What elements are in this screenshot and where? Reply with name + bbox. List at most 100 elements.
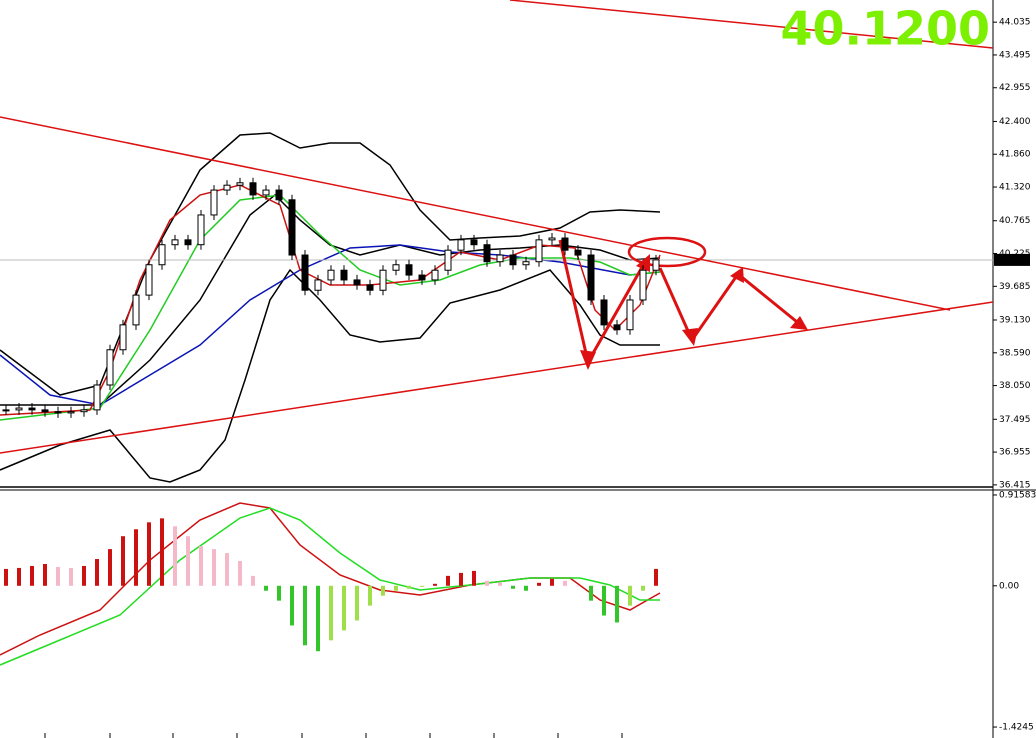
y-tick-label: 37.495 — [999, 415, 1031, 425]
y-tick-label: -1.4245 — [999, 723, 1034, 733]
y-tick-label: 41.860 — [999, 150, 1031, 160]
histogram-bar — [407, 585, 411, 589]
signal-line — [0, 507, 660, 666]
histogram-bar — [459, 572, 463, 586]
histogram-bar — [342, 585, 346, 631]
bollinger-middle — [0, 193, 661, 406]
trendline — [0, 301, 994, 454]
candle — [184, 239, 192, 246]
candle — [574, 249, 582, 256]
candle — [600, 299, 608, 326]
candle — [509, 254, 517, 266]
candle — [587, 254, 595, 301]
histogram-bar — [160, 518, 164, 586]
candle — [145, 264, 153, 296]
candle — [483, 244, 491, 263]
histogram-bar — [433, 583, 437, 586]
candle — [327, 269, 335, 281]
price-label: 40.120 — [997, 255, 1029, 265]
histogram-bar — [602, 585, 606, 616]
candle — [223, 184, 231, 191]
arrowhead — [790, 316, 808, 330]
candle — [288, 199, 296, 256]
histogram-bar — [550, 578, 554, 586]
histogram-bar — [576, 585, 580, 587]
candle — [67, 411, 75, 414]
histogram-bar — [511, 585, 515, 589]
y-tick-label: 40.765 — [999, 216, 1031, 226]
histogram-bar — [186, 536, 190, 586]
candle — [119, 324, 127, 351]
y-tick-label: 38.050 — [999, 381, 1031, 391]
candle — [93, 384, 101, 411]
histogram-bar — [173, 526, 177, 586]
candle — [275, 189, 283, 201]
y-tick-label: 41.320 — [999, 183, 1031, 193]
histogram-bar — [43, 563, 47, 586]
histogram-bar — [199, 546, 203, 586]
histogram-bar — [303, 585, 307, 646]
histogram-bar — [329, 585, 333, 641]
y-tick-label: 44.035 — [999, 18, 1031, 28]
histogram-bar — [394, 585, 398, 591]
arrowhead — [730, 267, 744, 283]
candle — [2, 409, 10, 412]
histogram-bar — [238, 560, 242, 586]
candle — [236, 182, 244, 186]
histogram-bar — [277, 585, 281, 601]
candle — [626, 299, 634, 331]
candle — [132, 294, 140, 326]
histogram-bar — [251, 575, 255, 586]
trendline — [509, 0, 994, 49]
macd-line — [0, 502, 661, 656]
price-annotation: 40.1200 — [780, 2, 990, 56]
candle — [535, 239, 543, 263]
candle — [392, 264, 400, 271]
histogram-bar — [316, 585, 320, 652]
candle — [171, 239, 179, 246]
candle — [301, 254, 309, 291]
histogram-bar — [95, 559, 99, 586]
x-axis-ticks — [44, 733, 623, 738]
histogram-bar — [355, 585, 359, 621]
candle — [496, 254, 504, 263]
histogram-bar — [225, 553, 229, 586]
candle — [418, 274, 426, 281]
histogram-bar — [563, 580, 567, 586]
candle — [15, 407, 23, 411]
histogram-bar — [69, 567, 73, 586]
histogram-bar — [654, 568, 658, 586]
candle — [431, 269, 439, 281]
arrowhead — [580, 350, 596, 370]
candle — [470, 239, 478, 246]
histogram-bar — [615, 585, 619, 623]
histogram-bar — [420, 585, 424, 587]
y-tick-label: 38.590 — [999, 348, 1031, 358]
candle — [353, 279, 361, 286]
candle — [80, 409, 88, 413]
candle — [366, 284, 374, 291]
candle — [405, 264, 413, 276]
histogram-bar — [134, 529, 138, 586]
candle — [41, 409, 49, 413]
y-tick-label: 36.415 — [999, 480, 1031, 490]
y-tick-label: 39.685 — [999, 282, 1031, 292]
candle — [548, 237, 556, 241]
y-tick-label: 42.955 — [999, 83, 1031, 93]
histogram-bar — [537, 582, 541, 586]
candle — [54, 411, 62, 414]
histogram-bar — [17, 567, 21, 586]
arrowhead — [682, 328, 698, 346]
histogram-bar — [628, 585, 632, 606]
trendline — [0, 116, 951, 311]
price-label-box — [994, 253, 1030, 266]
candle — [639, 269, 647, 301]
arrowhead — [636, 254, 650, 272]
candle — [444, 249, 452, 271]
candle — [340, 269, 348, 281]
candle — [28, 407, 36, 411]
histogram-bar — [498, 582, 502, 586]
histogram-bar — [290, 585, 294, 626]
